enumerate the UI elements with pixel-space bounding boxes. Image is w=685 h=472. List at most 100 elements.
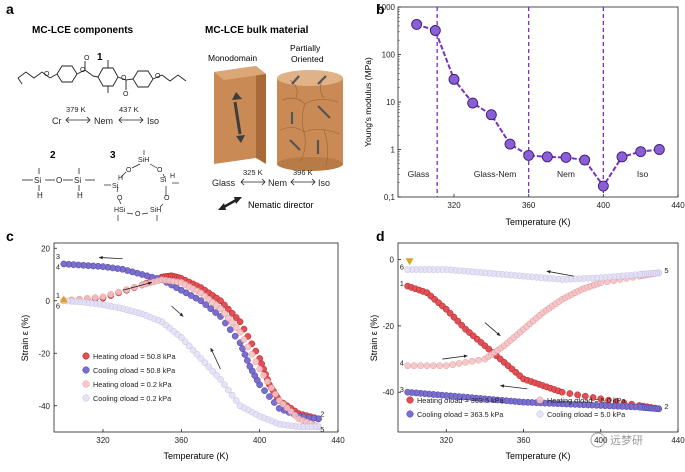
data-point-heating-low xyxy=(436,362,444,370)
data-point-cooling-high xyxy=(241,351,249,358)
atom-sih: SiH xyxy=(138,157,149,164)
data-point-cooling-high xyxy=(231,332,239,340)
direction-arrow-head xyxy=(500,384,505,388)
atom-o: O xyxy=(157,167,163,174)
direction-arrow xyxy=(210,347,221,370)
panel-c-label: c xyxy=(6,228,14,244)
data-point-heating-low xyxy=(468,357,476,365)
data-point-cooling-low xyxy=(181,338,189,346)
atom-o: O xyxy=(126,167,132,174)
point-label: 4 xyxy=(56,262,60,271)
b-ytick-label: 1 xyxy=(391,146,396,155)
data-point-heating-high xyxy=(236,318,244,326)
data-point-heating-low xyxy=(271,390,279,398)
panel-a-label: a xyxy=(6,1,14,17)
b-ytick-label: 0,1 xyxy=(384,193,396,202)
data-point-heating-low xyxy=(462,359,469,366)
transition-396: 396 K xyxy=(293,168,313,177)
b-data-point xyxy=(579,154,591,166)
ytick-label: 0 xyxy=(46,297,51,306)
atom-h: H xyxy=(118,175,123,182)
data-point-cooling-high xyxy=(244,357,251,364)
ytick-label: -20 xyxy=(38,349,50,358)
legend-marker-cooling-low xyxy=(536,410,544,418)
point-label: 4 xyxy=(400,359,404,368)
data-point-heating-low xyxy=(442,362,450,370)
data-point-heating-high xyxy=(454,317,462,325)
atom-sih: SiH xyxy=(150,207,161,214)
data-point-heating-low xyxy=(224,314,232,322)
legend-marker-cooling-high xyxy=(82,366,90,374)
panel-b-label: b xyxy=(376,1,385,17)
monodomain-slab xyxy=(214,66,266,164)
legend-marker-heating-low xyxy=(82,380,90,388)
data-point-cooling-high xyxy=(207,305,215,312)
data-point-heating-low xyxy=(449,361,457,368)
b-data-point xyxy=(429,25,441,36)
b-ytick-label: 10 xyxy=(386,98,395,107)
data-point-cooling-high xyxy=(202,301,210,309)
data-point-heating-low xyxy=(264,378,271,385)
data-point-cooling-high xyxy=(212,309,219,316)
compound-1-label: 1 xyxy=(97,52,103,63)
c-ylabel: Strain ε (%) xyxy=(20,315,30,362)
atom-o: O xyxy=(56,176,62,185)
c-xlabel: Temperature (K) xyxy=(163,451,228,461)
phase-iso-bulk: Iso xyxy=(318,178,330,188)
data-point-heating-high xyxy=(217,297,224,305)
compound-3-structure: SiH H Si Si H HSi SiH O O O O O xyxy=(112,157,175,218)
data-point-heating-high xyxy=(589,394,597,401)
transition-325: 325 K xyxy=(243,168,263,177)
point-label: 6 xyxy=(400,263,404,272)
direction-arrow-head xyxy=(463,354,468,358)
xtick-label: 320 xyxy=(440,436,454,445)
data-point-heating-low xyxy=(248,350,256,358)
direction-arrow-head xyxy=(99,255,103,260)
b-xtick-label: 440 xyxy=(671,201,685,210)
data-point-cooling-low xyxy=(205,363,213,371)
atom-si: Si xyxy=(160,177,167,184)
atom-o: O xyxy=(135,211,141,218)
point-label: 1 xyxy=(400,279,404,288)
data-point-heating-low xyxy=(268,384,275,392)
point-label: 5 xyxy=(320,425,324,434)
plot-b-area: 320 360 400 440 0,1 1 10 100 1000 Glass Glass-Nem N… xyxy=(377,3,685,210)
data-point-heating-high xyxy=(446,309,454,317)
data-point-cooling-high xyxy=(246,363,254,370)
data-point-heating-high xyxy=(442,305,450,313)
b-data-point xyxy=(653,144,665,155)
b-data-point xyxy=(541,151,553,163)
data-point-cooling-high xyxy=(266,393,273,400)
data-point-cooling-low xyxy=(217,376,224,383)
data-point-heating-high xyxy=(581,392,589,400)
b-region-label: Glass-Nem xyxy=(474,169,517,179)
phase-iso: Iso xyxy=(147,116,159,126)
bulk-title: MC-LCE bulk material xyxy=(205,25,309,36)
legend-marker-heating-high xyxy=(406,396,414,404)
ytick-label: 0 xyxy=(390,256,395,265)
plot-c-area: 320 360 400 440 20 0 -20 -40 Heating σload = 50.… xyxy=(38,244,345,445)
data-point-heating-low xyxy=(475,356,482,364)
b-xlabel: Temperature (K) xyxy=(505,217,570,227)
data-point-cooling-low xyxy=(404,266,412,273)
data-point-cooling-low xyxy=(193,350,201,358)
legend-label: Heating σload = 5.0 kPa xyxy=(547,396,626,405)
point-label: 2 xyxy=(664,402,668,411)
atom-o: O xyxy=(121,75,127,82)
b-data-point xyxy=(560,152,572,163)
legend-marker-cooling-high xyxy=(406,410,414,418)
b-ylabel: Young's modulus (MPa) xyxy=(363,57,373,147)
data-point-cooling-low xyxy=(185,342,193,350)
compound-1-structure xyxy=(17,60,187,93)
data-point-heating-high xyxy=(450,313,458,321)
monodomain-label: Monodomain xyxy=(208,53,257,63)
direction-arrow xyxy=(442,355,468,360)
data-point-heating-low xyxy=(423,362,431,370)
data-point-heating-low xyxy=(430,362,437,370)
phase-nem-bulk: Nem xyxy=(268,178,287,188)
partially-label: Partially xyxy=(290,43,321,53)
plot-d-frame xyxy=(397,242,679,433)
data-point-cooling-low xyxy=(197,355,205,362)
phase-cr: Cr xyxy=(52,116,62,126)
panel-d: d 320 360 400 440 0 -20 -40 Heating σload = 363… xyxy=(369,228,685,461)
